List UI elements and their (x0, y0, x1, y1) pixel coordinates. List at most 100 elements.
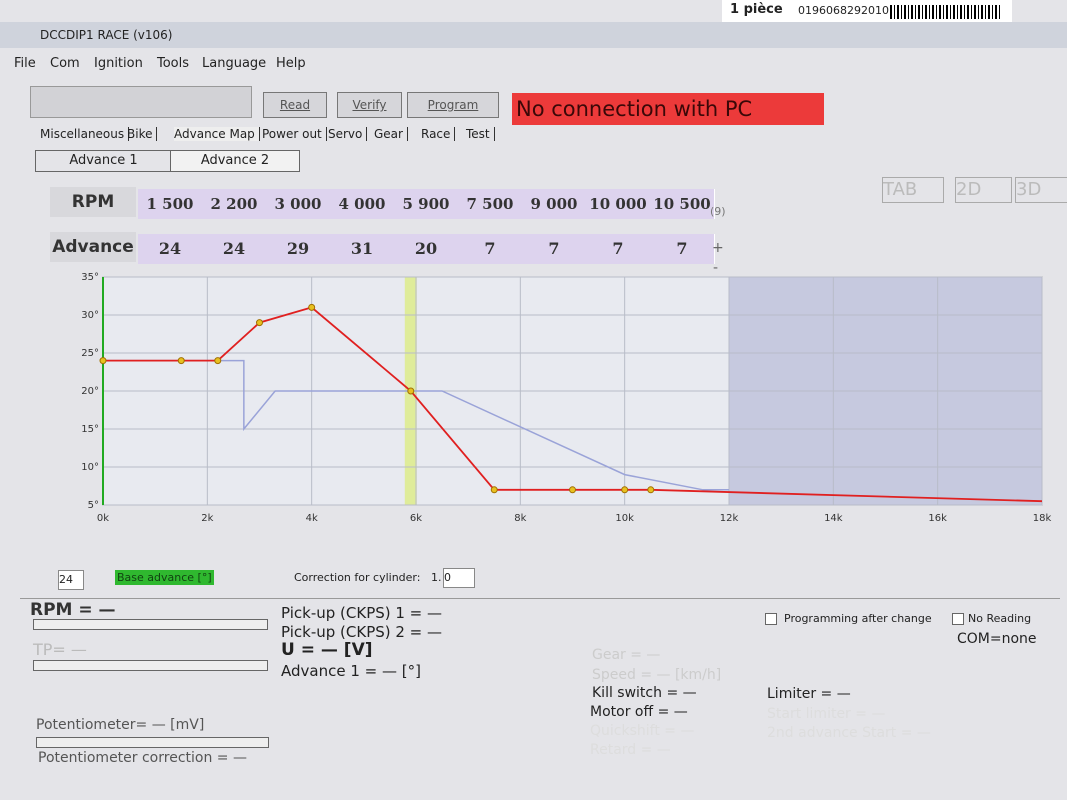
y-tick-label: 10° (81, 462, 99, 473)
tab[interactable]: Advance Map (174, 127, 260, 141)
rpm-cell[interactable]: 7 500 (458, 189, 523, 219)
readout: 2nd advance Start = — (767, 725, 931, 741)
readout: Start limiter = — (767, 706, 886, 722)
pot-bar (36, 737, 269, 748)
advance-cell[interactable]: 24 (202, 234, 267, 264)
readout: Gear = — (592, 647, 661, 663)
readout: Speed = — [km/h] (592, 667, 722, 683)
advance-cell[interactable]: 24 (138, 234, 203, 264)
cylinder-number: 1. (431, 571, 442, 584)
advance-cell[interactable]: 7 (458, 234, 523, 264)
menu-item[interactable]: Tools (157, 56, 190, 71)
x-tick-label: 0k (97, 513, 109, 524)
tab[interactable]: Power out (262, 127, 327, 141)
readout: TP= — (33, 640, 87, 659)
y-tick-label: 15° (81, 424, 99, 435)
x-tick-label: 16k (928, 513, 947, 524)
menu-item[interactable]: Com (50, 56, 80, 71)
view-button[interactable]: TAB (882, 177, 944, 203)
advance-cell[interactable]: 20 (394, 234, 459, 264)
point-marker (308, 303, 316, 311)
y-tick-label: 20° (81, 386, 99, 397)
readout: Retard = — (590, 742, 671, 758)
readout: Pick-up (CKPS) 1 = — (281, 604, 443, 622)
readout: No Reading (968, 612, 1032, 625)
rpm-cell[interactable]: 5 900 (394, 189, 459, 219)
readout: Advance 1 = — [°] (281, 662, 421, 680)
barcode (890, 5, 1000, 19)
tab[interactable]: Gear (374, 127, 408, 141)
toolbar-button[interactable]: Read (263, 92, 327, 118)
y-tick-label: 35° (81, 272, 99, 283)
toolbar-button[interactable]: Verify (337, 92, 402, 118)
menu-item[interactable]: Help (276, 56, 306, 71)
rpm-cell[interactable]: 4 000 (330, 189, 395, 219)
window-title: DCCDIP1 RACE (v106) (40, 28, 173, 42)
checkbox[interactable] (952, 613, 964, 625)
readout: Programming after change (784, 612, 932, 625)
correction-label: Correction for cylinder: (294, 571, 421, 584)
advance-cell[interactable]: 7 (522, 234, 587, 264)
point-marker (621, 486, 629, 494)
point-marker (99, 357, 107, 365)
row-label: Advance (50, 232, 136, 262)
add-point[interactable]: + (712, 240, 724, 256)
x-tick-label: 8k (514, 513, 526, 524)
menu-item[interactable]: File (14, 56, 36, 71)
toolbar-icons[interactable] (30, 86, 252, 118)
menu-item[interactable]: Language (202, 56, 267, 71)
tab[interactable]: Servo (328, 127, 368, 141)
rpm-cell[interactable]: 2 200 (202, 189, 267, 219)
tab[interactable]: Bike (127, 127, 158, 141)
subtab[interactable]: Advance 1 (35, 150, 172, 172)
view-button[interactable]: 3D (1015, 177, 1067, 203)
y-tick-label: 5° (88, 500, 99, 511)
x-tick-label: 18k (1033, 513, 1052, 524)
connection-status: No connection with PC (512, 93, 824, 125)
readout: U = — [V] (281, 640, 373, 660)
rpm-cell[interactable]: 1 500 (138, 189, 203, 219)
point-marker (256, 319, 263, 327)
advance-cell[interactable]: 29 (266, 234, 331, 264)
rpm-cell[interactable]: 3 000 (266, 189, 331, 219)
series-line (103, 359, 729, 491)
separator (20, 598, 1060, 599)
readout: RPM = — (30, 600, 116, 620)
toolbar-button[interactable]: Program (407, 92, 499, 118)
advance-cell[interactable]: 7 (650, 234, 715, 264)
view-button[interactable]: 2D (955, 177, 1012, 203)
tab[interactable]: Race (421, 127, 456, 141)
tab[interactable]: Miscellaneous (40, 127, 130, 141)
point-marker (407, 387, 415, 395)
base-advance-input[interactable]: 24 (58, 570, 84, 590)
subtab[interactable]: Advance 2 (170, 150, 300, 172)
readout: Pick-up (CKPS) 2 = — (281, 623, 443, 641)
x-tick-label: 6k (410, 513, 422, 524)
y-tick-label: 30° (81, 310, 99, 321)
rpm-cell[interactable]: 9 000 (522, 189, 587, 219)
point-marker (214, 357, 222, 365)
advance-cell[interactable]: 7 (586, 234, 651, 264)
checkbox[interactable] (765, 613, 777, 625)
x-tick-label: 10k (615, 513, 634, 524)
advance-cell[interactable]: 31 (330, 234, 395, 264)
y-tick-label: 25° (81, 348, 99, 359)
point-marker (647, 486, 655, 494)
correction-input[interactable]: 0 (443, 568, 475, 588)
rpm-cell[interactable]: 10 500 (650, 189, 715, 219)
base-advance-label: Base advance [°] (115, 570, 214, 585)
rpm-cell[interactable]: 10 000 (586, 189, 651, 219)
row-label: RPM (50, 187, 136, 217)
tab[interactable]: Test (466, 127, 495, 141)
readout: Quickshift = — (590, 723, 695, 739)
x-tick-label: 2k (201, 513, 213, 524)
menu-item[interactable]: Ignition (94, 56, 143, 71)
tp-bar (33, 660, 268, 671)
sticker-barcode: 0196068292010 (798, 4, 889, 17)
x-tick-label: 4k (306, 513, 318, 524)
point-marker (569, 486, 576, 494)
point-marker (177, 357, 185, 365)
remove-point[interactable]: - (713, 260, 719, 276)
